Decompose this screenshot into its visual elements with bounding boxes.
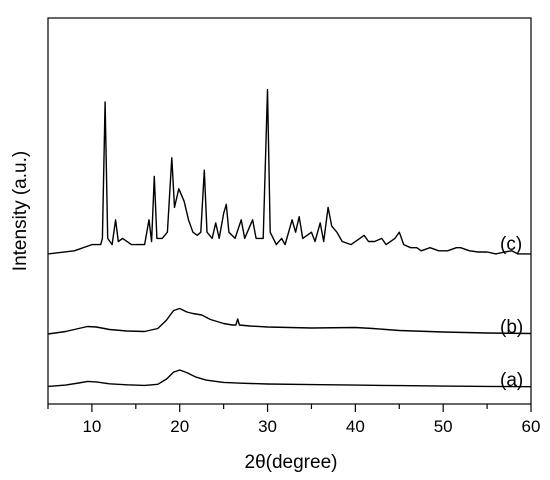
series-line-2 bbox=[47, 307, 532, 335]
x-tick-label: 30 bbox=[258, 417, 277, 436]
series-label-1: (a) bbox=[500, 370, 523, 391]
x-tick-label: 50 bbox=[434, 417, 453, 436]
x-tick-label: 60 bbox=[522, 417, 541, 436]
series-label-2: (b) bbox=[500, 317, 523, 338]
series-layer bbox=[47, 88, 532, 388]
x-tick-label: 40 bbox=[346, 417, 365, 436]
series-line-3 bbox=[47, 88, 531, 255]
x-ticks: 10 20 30 40 50 60 bbox=[47, 404, 541, 436]
x-axis-title: 2θ(degree) bbox=[245, 452, 338, 473]
plot-frame bbox=[47, 17, 532, 405]
y-axis-title: Intensity (a.u.) bbox=[10, 151, 31, 271]
series-label-3: (c) bbox=[500, 234, 522, 255]
x-tick-label: 10 bbox=[82, 417, 101, 436]
series-labels: (a) (b) (c) bbox=[500, 234, 523, 391]
x-tick-label: 20 bbox=[170, 417, 189, 436]
series-line-1 bbox=[47, 369, 532, 388]
